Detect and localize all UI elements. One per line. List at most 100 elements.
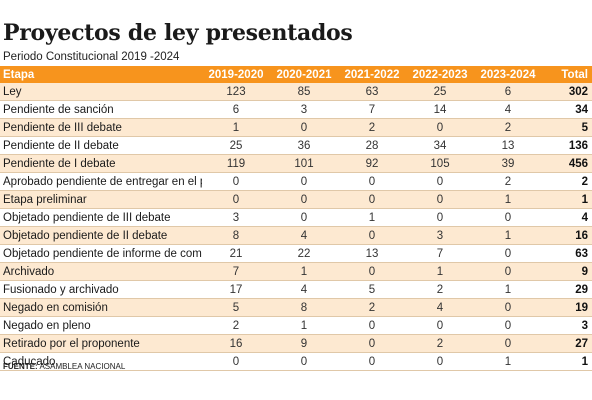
cell-total: 27 xyxy=(542,334,592,353)
bills-table: Etapa 2019-2020 2020-2021 2021-2022 2022… xyxy=(0,66,592,371)
cell-etapa: Retirado por el proponente xyxy=(0,334,202,353)
cell-total: 19 xyxy=(542,298,592,317)
cell-etapa: Pendiente de I debate xyxy=(0,154,202,173)
cell-2020-2021: 8 xyxy=(270,298,338,317)
cell-total: 1 xyxy=(542,352,592,371)
table-row: Caducado 0 0 0 0 1 1 xyxy=(0,352,592,371)
cell-total: 29 xyxy=(542,280,592,299)
cell-2019-2020: 0 xyxy=(202,172,270,191)
cell-etapa: Caducado xyxy=(0,352,202,371)
table-row: Archivado 7 1 0 1 0 9 xyxy=(0,262,592,281)
column-header-total: Total xyxy=(542,66,592,83)
cell-total: 34 xyxy=(542,100,592,119)
cell-etapa: Fusionado y archivado xyxy=(0,280,202,299)
table-row: Pendiente de III debate 1 0 2 0 2 5 xyxy=(0,118,592,137)
cell-2023-2024: 0 xyxy=(474,244,542,263)
cell-2022-2023: 1 xyxy=(406,262,474,281)
table-row: Ley 123 85 63 25 6 302 xyxy=(0,83,592,101)
cell-total: 456 xyxy=(542,154,592,173)
cell-etapa: Objetado pendiente de informe de comisió… xyxy=(0,244,202,263)
table-row: Pendiente de II debate 25 36 28 34 13 136 xyxy=(0,136,592,155)
cell-2023-2024: 2 xyxy=(474,172,542,191)
cell-2019-2020: 3 xyxy=(202,208,270,227)
cell-2019-2020: 1 xyxy=(202,118,270,137)
cell-total: 1 xyxy=(542,190,592,209)
cell-2021-2022: 1 xyxy=(338,208,406,227)
cell-2021-2022: 13 xyxy=(338,244,406,263)
cell-2019-2020: 21 xyxy=(202,244,270,263)
cell-2019-2020: 5 xyxy=(202,298,270,317)
cell-2023-2024: 1 xyxy=(474,226,542,245)
cell-2019-2020: 8 xyxy=(202,226,270,245)
cell-2021-2022: 0 xyxy=(338,316,406,335)
table-row: Objetado pendiente de II debate 8 4 0 3 1 16 xyxy=(0,226,592,245)
cell-etapa: Negado en comisión xyxy=(0,298,202,317)
cell-2020-2021: 0 xyxy=(270,190,338,209)
cell-etapa: Objetado pendiente de III debate xyxy=(0,208,202,227)
cell-etapa: Pendiente de III debate xyxy=(0,118,202,137)
cell-2021-2022: 0 xyxy=(338,262,406,281)
cell-2023-2024: 1 xyxy=(474,190,542,209)
cell-2020-2021: 85 xyxy=(270,83,338,101)
cell-2021-2022: 0 xyxy=(338,334,406,353)
cell-2021-2022: 7 xyxy=(338,100,406,119)
cell-etapa: Aprobado pendiente de entregar en el ple… xyxy=(0,172,202,191)
cell-total: 16 xyxy=(542,226,592,245)
table-row: Objetado pendiente de III debate 3 0 1 0 0 4 xyxy=(0,208,592,227)
cell-2019-2020: 0 xyxy=(202,352,270,371)
cell-total: 9 xyxy=(542,262,592,281)
source-text: ASAMBLEA NACIONAL xyxy=(39,362,126,371)
source-label: FUENTE: xyxy=(3,362,38,371)
cell-2023-2024: 1 xyxy=(474,352,542,371)
cell-2023-2024: 1 xyxy=(474,280,542,299)
cell-2022-2023: 0 xyxy=(406,352,474,371)
cell-2019-2020: 123 xyxy=(202,83,270,101)
cell-2021-2022: 0 xyxy=(338,352,406,371)
cell-2020-2021: 4 xyxy=(270,226,338,245)
cell-total: 136 xyxy=(542,136,592,155)
column-header-2019-2020: 2019-2020 xyxy=(202,66,270,83)
page-title: Proyectos de ley presentados xyxy=(3,20,353,46)
cell-2023-2024: 4 xyxy=(474,100,542,119)
cell-total: 5 xyxy=(542,118,592,137)
cell-2019-2020: 6 xyxy=(202,100,270,119)
cell-2020-2021: 1 xyxy=(270,262,338,281)
cell-2019-2020: 7 xyxy=(202,262,270,281)
cell-total: 4 xyxy=(542,208,592,227)
table-row: Fusionado y archivado 17 4 5 2 1 29 xyxy=(0,280,592,299)
cell-2020-2021: 0 xyxy=(270,118,338,137)
cell-2022-2023: 34 xyxy=(406,136,474,155)
cell-2019-2020: 16 xyxy=(202,334,270,353)
cell-etapa: Objetado pendiente de II debate xyxy=(0,226,202,245)
cell-etapa: Archivado xyxy=(0,262,202,281)
column-header-2020-2021: 2020-2021 xyxy=(270,66,338,83)
table-row: Etapa preliminar 0 0 0 0 1 1 xyxy=(0,190,592,209)
cell-2021-2022: 63 xyxy=(338,83,406,101)
cell-2023-2024: 0 xyxy=(474,334,542,353)
cell-2019-2020: 2 xyxy=(202,316,270,335)
cell-2021-2022: 2 xyxy=(338,298,406,317)
cell-2021-2022: 5 xyxy=(338,280,406,299)
column-header-2022-2023: 2022-2023 xyxy=(406,66,474,83)
cell-2019-2020: 0 xyxy=(202,190,270,209)
cell-etapa: Pendiente de II debate xyxy=(0,136,202,155)
cell-2023-2024: 6 xyxy=(474,83,542,101)
cell-2022-2023: 25 xyxy=(406,83,474,101)
cell-2022-2023: 3 xyxy=(406,226,474,245)
cell-2023-2024: 0 xyxy=(474,208,542,227)
cell-2022-2023: 2 xyxy=(406,280,474,299)
cell-2023-2024: 0 xyxy=(474,298,542,317)
cell-2019-2020: 17 xyxy=(202,280,270,299)
page-subtitle: Periodo Constitucional 2019 -2024 xyxy=(3,51,180,63)
cell-2019-2020: 25 xyxy=(202,136,270,155)
cell-2020-2021: 0 xyxy=(270,208,338,227)
cell-2022-2023: 4 xyxy=(406,298,474,317)
cell-2020-2021: 3 xyxy=(270,100,338,119)
cell-etapa: Negado en pleno xyxy=(0,316,202,335)
cell-2020-2021: 22 xyxy=(270,244,338,263)
cell-etapa: Pendiente de sanción xyxy=(0,100,202,119)
cell-2020-2021: 4 xyxy=(270,280,338,299)
cell-2023-2024: 13 xyxy=(474,136,542,155)
table-row: Negado en comisión 5 8 2 4 0 19 xyxy=(0,298,592,317)
cell-2021-2022: 92 xyxy=(338,154,406,173)
